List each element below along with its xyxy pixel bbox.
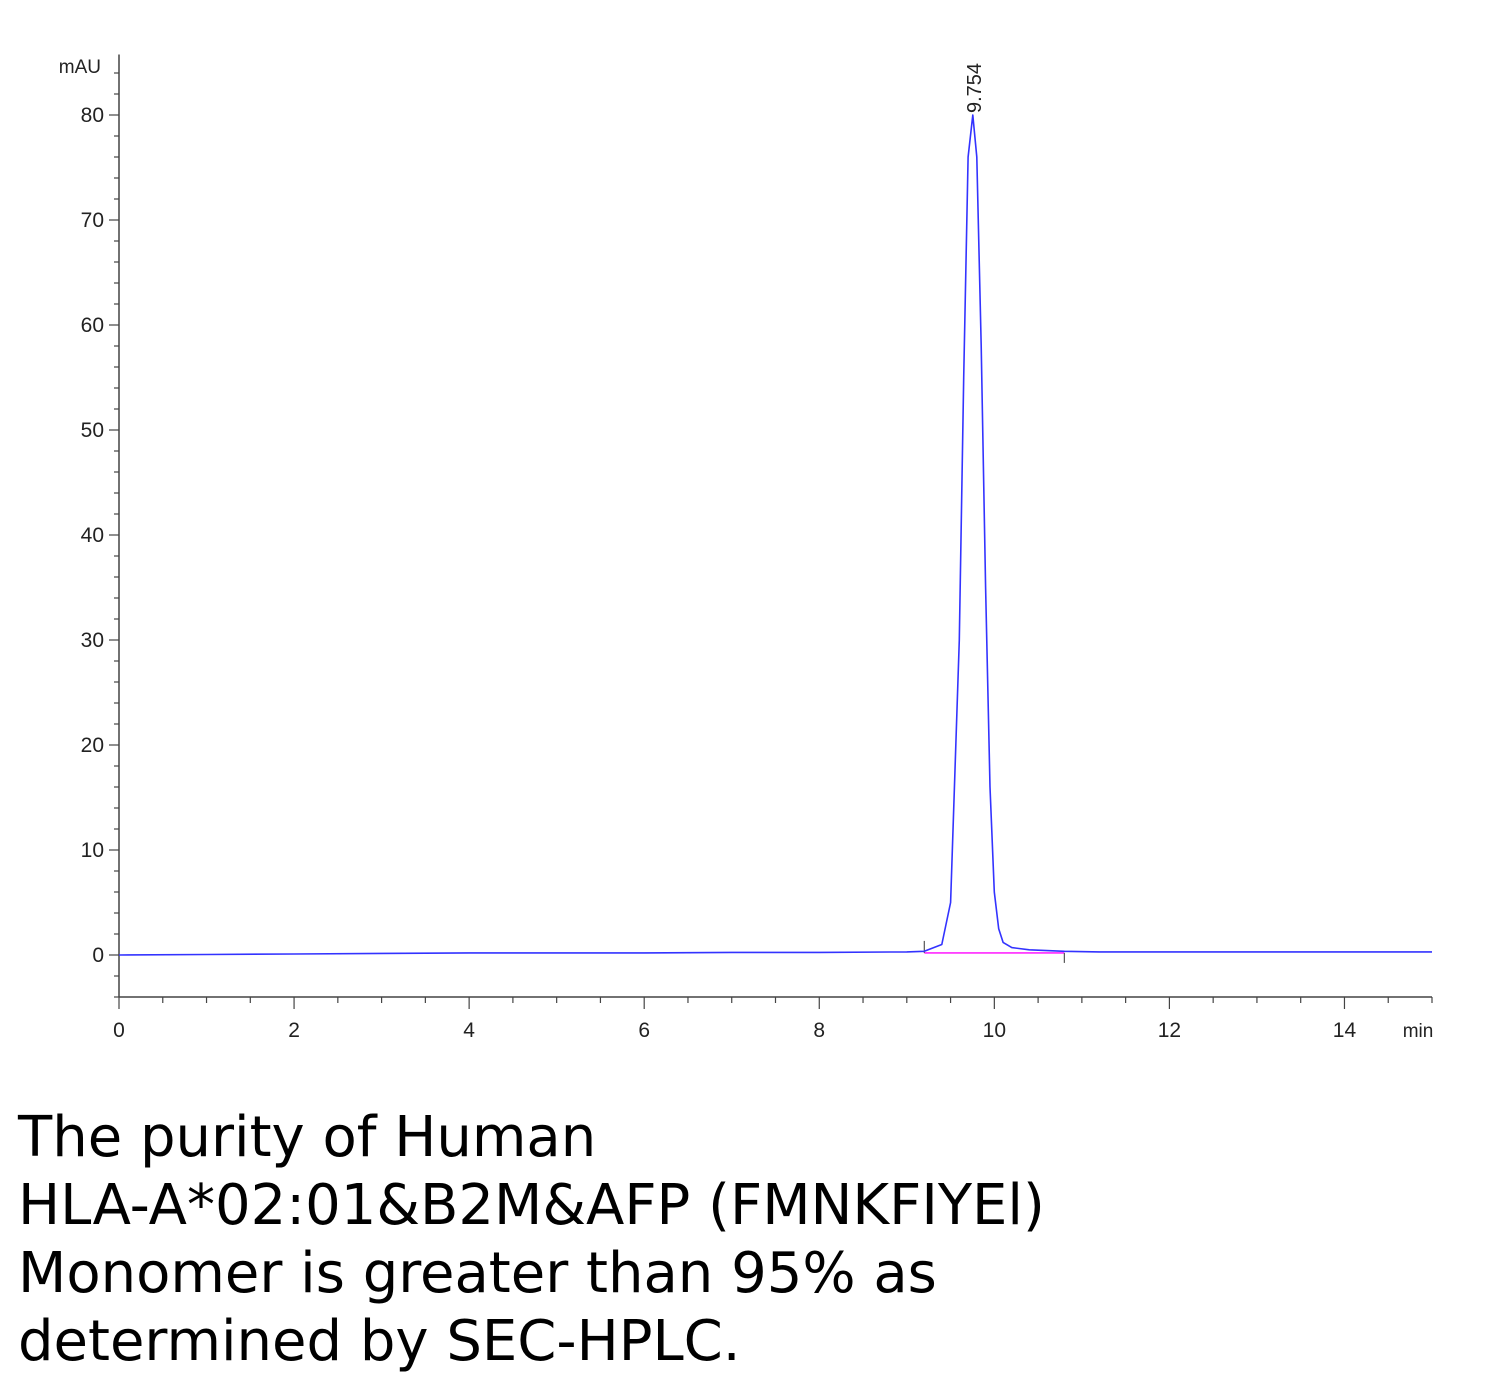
chromatogram-chart: 0 10 20 30 40 50 60 70 80 mAU 0 2 4 6 8 10 12 14 min 9.754 <box>59 54 1434 1042</box>
y-tick-label: 10 <box>81 839 104 862</box>
y-tick-label: 60 <box>81 314 104 337</box>
caption-line: The purity of Human <box>18 1105 597 1170</box>
y-tick-label: 20 <box>81 734 104 757</box>
tick-labels: 0 10 20 30 40 50 60 70 80 mAU 0 2 4 6 8 10 12 14 min <box>59 57 1434 1042</box>
y-axis-unit-label: mAU <box>59 57 101 78</box>
peak-label: 9.754 <box>964 63 986 113</box>
y-tick-label: 40 <box>81 524 104 547</box>
x-axis-unit-label: min <box>1403 1021 1434 1042</box>
x-tick-label: 8 <box>813 1019 825 1042</box>
y-tick-label: 50 <box>81 419 104 442</box>
x-tick-label: 10 <box>983 1019 1006 1042</box>
plot-area: 9.754 <box>118 63 1432 963</box>
axes <box>118 54 1432 998</box>
caption: The purity of Human HLA-A*02:01&B2M&AFP … <box>18 1104 1488 1376</box>
signal-trace <box>118 114 1432 956</box>
x-tick-label: 2 <box>288 1019 300 1042</box>
y-tick-label: 0 <box>92 944 104 967</box>
y-tick-label: 30 <box>81 629 104 652</box>
y-tick-label: 70 <box>81 209 104 232</box>
x-tick-label: 12 <box>1158 1019 1181 1042</box>
x-tick-label: 14 <box>1333 1019 1357 1042</box>
caption-line: HLA-A*02:01&B2M&AFP (FMNKFIYEl) <box>18 1173 1045 1238</box>
x-tick-label: 0 <box>113 1019 125 1042</box>
caption-line: determined by SEC-HPLC. <box>18 1309 741 1374</box>
x-tick-label: 6 <box>638 1019 650 1042</box>
y-tick-label: 80 <box>81 104 104 127</box>
ticks <box>109 72 1433 1009</box>
x-tick-label: 4 <box>463 1019 475 1042</box>
caption-line: Monomer is greater than 95% as <box>18 1241 937 1306</box>
